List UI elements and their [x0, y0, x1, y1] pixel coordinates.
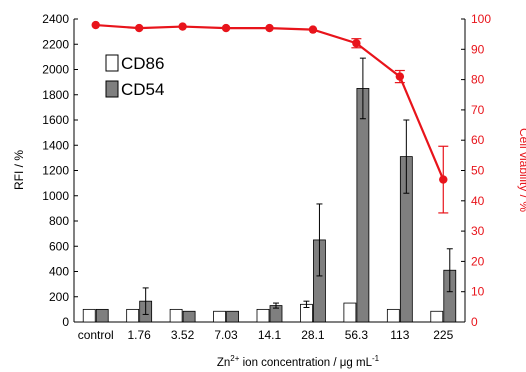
bar-cd54 — [95, 308, 109, 323]
legend-label-cd54: CD54 — [121, 80, 164, 99]
y-tick-left-label: 400 — [49, 265, 69, 279]
y-tick-right-label: 100 — [471, 12, 491, 26]
x-axis-title-sup-ion: 2+ — [230, 354, 239, 363]
legend-label-cd86: CD86 — [121, 54, 164, 73]
x-tick-label: 225 — [433, 328, 453, 342]
bar-cd86 — [430, 310, 444, 323]
x-tick-label: 3.52 — [171, 328, 195, 342]
y-tick-right-label: 90 — [471, 42, 485, 56]
x-axis-title-prefix: Zn — [217, 357, 230, 369]
y-tick-right-label: 80 — [471, 73, 485, 87]
y-tick-right-label: 10 — [471, 285, 485, 299]
y-tick-left-label: 200 — [49, 290, 69, 304]
x-tick-label: control — [78, 328, 114, 342]
x-axis-title: Zn2+ ion concentration / μg mL-1 — [217, 354, 380, 369]
y-tick-right-label: 0 — [471, 315, 478, 329]
y-tick-left-label: 600 — [49, 239, 69, 253]
x-tick-label: 1.76 — [127, 328, 151, 342]
y-tick-right-label: 30 — [471, 224, 485, 238]
viability-point — [134, 23, 144, 33]
y-tick-right-label: 50 — [471, 164, 485, 178]
axes-layer: 0200400600800100012001400160018002000220… — [42, 12, 491, 342]
viability-point — [352, 39, 361, 48]
bar-cd86 — [256, 308, 270, 323]
y-tick-left-label: 2200 — [42, 37, 69, 51]
y-tick-left-label: 2000 — [42, 63, 69, 77]
y-axis-title-left: RFI / % — [12, 150, 26, 190]
viability-point — [439, 175, 448, 184]
y-tick-left-label: 0 — [62, 315, 69, 329]
bar-cd54 — [226, 310, 239, 323]
viability-line-layer — [91, 20, 449, 214]
y-tick-left-label: 1800 — [42, 88, 69, 102]
viability-line — [95, 23, 445, 181]
viability-point — [91, 20, 100, 30]
x-tick-label: 113 — [390, 328, 409, 342]
y-tick-left-label: 2400 — [42, 12, 69, 26]
y-tick-left-label: 800 — [49, 214, 69, 228]
y-tick-right-label: 20 — [471, 254, 485, 268]
viability-point — [265, 23, 274, 33]
y-tick-right-label: 40 — [471, 194, 485, 208]
bar-cd86 — [82, 308, 96, 323]
bar-cd54 — [182, 310, 196, 323]
bar-cd86 — [126, 308, 140, 323]
y-tick-right-label: 60 — [471, 133, 485, 147]
y-tick-left-label: 1000 — [42, 189, 69, 203]
bar-cd86 — [169, 308, 183, 323]
y-tick-right-label: 70 — [471, 103, 485, 117]
bar-cd86 — [343, 302, 357, 323]
y-tick-left-label: 1400 — [42, 138, 69, 152]
bar-cd54 — [356, 88, 370, 323]
legend-swatch-cd86 — [105, 54, 119, 72]
viability-point — [395, 72, 405, 81]
x-tick-label: 7.03 — [214, 328, 238, 342]
viability-point — [221, 23, 231, 33]
viability-point — [178, 22, 187, 31]
x-tick-label: 28.1 — [301, 328, 325, 342]
x-tick-label: 14.1 — [258, 328, 282, 342]
y-tick-left-label: 1600 — [42, 113, 69, 127]
y-axis-title-right: Cell viability / % — [517, 128, 526, 212]
y-tick-left-label: 1200 — [42, 164, 69, 178]
x-axis-title-main: ion concentration / μg mL — [239, 357, 372, 369]
viability-point — [308, 25, 318, 34]
x-axis-title-sup-unit: -1 — [372, 354, 380, 363]
legend-swatch-cd54 — [105, 80, 119, 98]
bar-cd86 — [213, 310, 226, 323]
x-tick-label: 56.3 — [345, 328, 369, 342]
legend: CD86 CD54 — [105, 54, 164, 99]
bars-layer — [82, 57, 457, 323]
bar-cd86 — [386, 308, 400, 323]
